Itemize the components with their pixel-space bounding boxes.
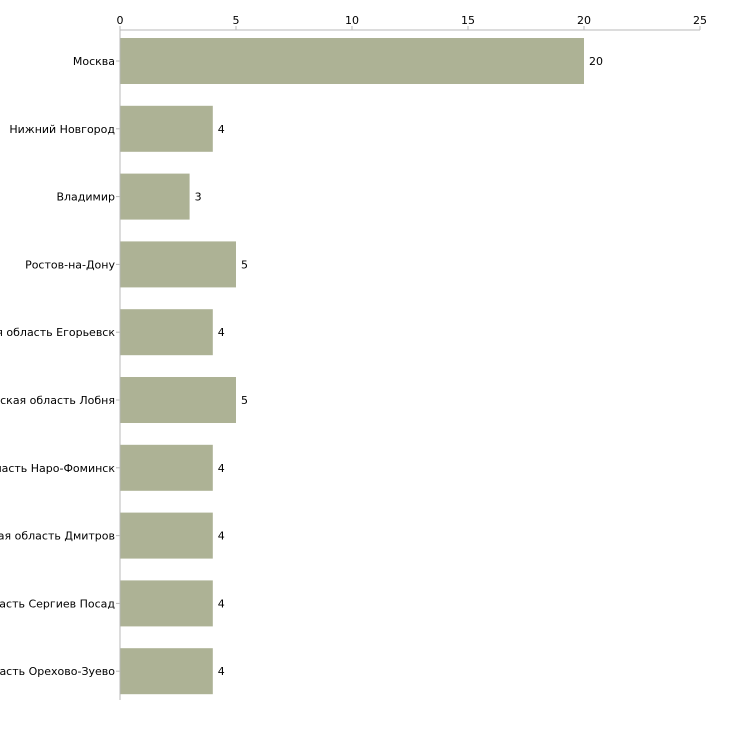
data-label: 4 — [218, 123, 225, 136]
x-tick-label: 25 — [693, 14, 707, 27]
y-axis: Москва Нижний Новгород Владимир Ростов-на-Д… — [0, 30, 121, 700]
bar — [120, 444, 213, 491]
bar — [120, 38, 584, 84]
data-label: 4 — [218, 326, 225, 339]
x-tick-label: 0 — [117, 14, 124, 27]
category-label: Нижний Новгород — [9, 123, 115, 136]
category-label: еская область Лобня — [0, 394, 115, 407]
category-label: пасть Орехово-Зуево — [0, 665, 115, 678]
category-label: ласть Сергиев Посад — [0, 597, 115, 610]
bar — [120, 173, 190, 220]
bar — [120, 512, 213, 559]
x-tick-label: 15 — [461, 14, 475, 27]
data-label: 4 — [218, 597, 225, 610]
data-label: 20 — [589, 55, 603, 68]
bar-series: 20 4 3 5 4 5 4 4 4 4 — [120, 38, 603, 695]
category-label: Владимир — [56, 191, 115, 204]
category-label: кая область Дмитров — [0, 530, 115, 543]
category-label: Ростов-на-Дону — [25, 258, 115, 271]
bar — [120, 105, 213, 152]
data-label: 5 — [241, 394, 248, 407]
data-label: 4 — [218, 530, 225, 543]
data-label: 5 — [241, 258, 248, 271]
category-label: бласть Наро-Фоминск — [0, 462, 115, 475]
data-label: 4 — [218, 462, 225, 475]
x-axis: 0 5 10 15 20 25 — [117, 14, 707, 31]
category-label: ая область Егорьевск — [0, 326, 115, 339]
x-tick-label: 5 — [233, 14, 240, 27]
bar — [120, 580, 213, 627]
category-label: Москва — [73, 55, 115, 68]
x-tick-label: 10 — [345, 14, 359, 27]
bar — [120, 309, 213, 356]
bar — [120, 648, 213, 695]
bar — [120, 377, 236, 423]
data-label: 4 — [218, 665, 225, 678]
bar — [120, 241, 236, 288]
x-tick-label: 20 — [577, 14, 591, 27]
data-label: 3 — [195, 191, 202, 204]
